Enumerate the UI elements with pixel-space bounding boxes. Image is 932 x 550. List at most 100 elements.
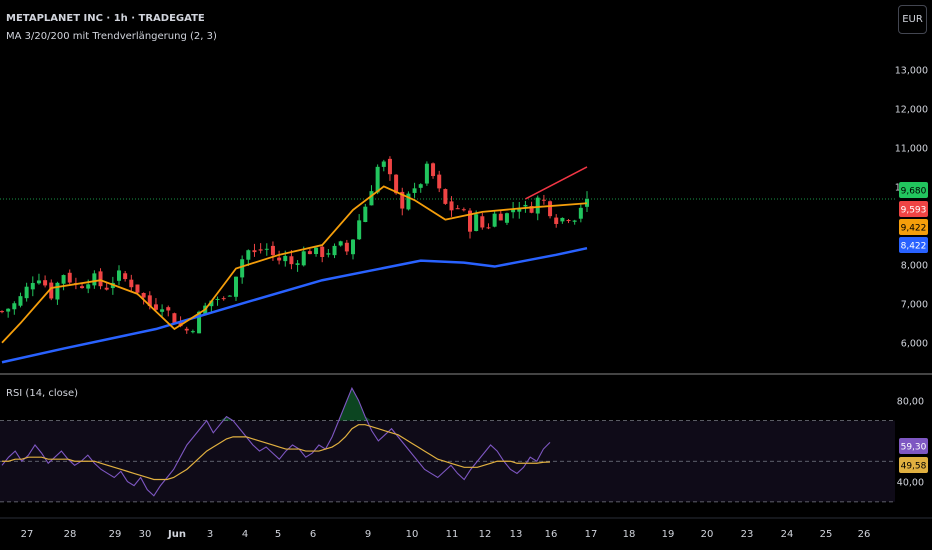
time-axis-tick: 17	[585, 529, 598, 540]
price-axis-tick: 7,000	[901, 300, 928, 311]
time-axis-tick: 16	[545, 529, 558, 540]
candle-body	[572, 220, 577, 222]
candle-body	[166, 307, 171, 311]
ma200-last-label: 8,422	[901, 242, 927, 252]
candle-body	[92, 273, 97, 286]
candle-body	[240, 259, 245, 278]
candle-body	[424, 163, 429, 184]
candle-body	[375, 166, 380, 193]
time-axis-tick: Jun	[167, 529, 186, 540]
candle-body	[117, 270, 121, 281]
candle-body	[80, 286, 85, 289]
candle-body	[535, 197, 540, 214]
candle-body	[351, 239, 355, 255]
rsi-ma-line	[2, 424, 551, 481]
ma20-last-label-bg	[899, 201, 928, 217]
candle-body	[461, 209, 466, 211]
candle-body	[123, 273, 128, 280]
price-axis-tick: 11,000	[895, 143, 928, 154]
candle-body	[246, 250, 251, 260]
candle-body	[566, 220, 571, 222]
candle-body	[49, 282, 54, 299]
candle-body	[12, 303, 17, 310]
candles-group	[0, 156, 589, 334]
candle-body	[36, 280, 41, 284]
candle-body	[277, 257, 282, 261]
time-axis-tick: 26	[858, 529, 871, 540]
time-axis-tick: 20	[701, 529, 714, 540]
candle-body	[326, 253, 331, 255]
candle-body	[369, 191, 374, 206]
candle-body	[486, 227, 491, 229]
time-axis-tick: 18	[623, 529, 636, 540]
candle-body	[541, 199, 546, 201]
symbol-title: METAPLANET INC · 1h · TRADEGATE	[6, 13, 205, 24]
candle-body	[363, 206, 368, 222]
time-axis-tick: 9	[365, 529, 371, 540]
candle-body	[523, 204, 528, 207]
candle-body	[400, 191, 405, 209]
candle-body	[283, 255, 288, 262]
time-axis-tick: 11	[446, 529, 459, 540]
time-axis-tick: 13	[510, 529, 523, 540]
candle-body	[184, 328, 189, 331]
rsi-last-label-bg	[899, 438, 928, 454]
candle-body	[418, 184, 423, 188]
candle-body	[289, 256, 294, 265]
time-axis-tick: 6	[310, 529, 316, 540]
candle-body	[578, 207, 583, 219]
candle-body	[98, 271, 103, 287]
rsi-ma-last-label: 49,58	[901, 462, 927, 472]
time-axis-tick: 23	[741, 529, 754, 540]
time-axis-tick: 28	[64, 529, 77, 540]
candle-body	[332, 245, 337, 256]
candle-body	[443, 189, 448, 204]
rsi-last-label: 59,30	[901, 443, 927, 453]
candle-body	[221, 298, 226, 300]
time-axis-tick: 29	[109, 529, 122, 540]
candle-body	[504, 213, 509, 223]
candle-body	[406, 193, 411, 210]
candle-body	[0, 311, 4, 313]
candle-body	[498, 213, 503, 221]
candle-body	[209, 300, 214, 307]
candle-body	[511, 208, 516, 213]
ma20-last-label: 9,593	[901, 206, 927, 216]
candle-body	[264, 248, 269, 250]
candle-body	[560, 217, 565, 222]
rsi-line	[1, 386, 551, 497]
candle-body	[338, 241, 343, 246]
candle-body	[412, 188, 417, 193]
candle-body	[61, 275, 66, 284]
candle-body	[227, 295, 232, 297]
indicator-legend: MA 3/20/200 mit Trendverlängerung (2, 3)	[6, 31, 217, 42]
candle-body	[215, 298, 220, 300]
candle-body	[455, 208, 460, 210]
candle-body	[153, 304, 158, 310]
rsi-ma-last-label-bg	[899, 457, 928, 473]
currency-button[interactable]: EUR	[898, 5, 927, 34]
candle-body	[55, 282, 60, 300]
time-axis-tick: 10	[406, 529, 419, 540]
trend-extension-line	[525, 166, 588, 200]
candle-body	[24, 286, 29, 299]
candle-body	[141, 292, 146, 298]
candle-body	[431, 163, 436, 177]
time-axis-tick: 4	[242, 529, 248, 540]
candle-body	[6, 308, 11, 312]
candle-body	[172, 313, 177, 325]
price-axis-tick: 8,000	[901, 261, 928, 272]
candle-body	[480, 216, 485, 228]
candle-body	[344, 242, 349, 252]
time-axis-tick: 12	[479, 529, 492, 540]
ma-last-label-bg	[899, 219, 928, 235]
candle-body	[104, 287, 109, 290]
candle-body	[160, 309, 165, 312]
candle-body	[135, 284, 140, 293]
candle-body	[147, 295, 152, 307]
ma3-last-label: 9,680	[901, 187, 927, 197]
candle-body	[30, 282, 35, 290]
time-axis-tick: 24	[781, 529, 794, 540]
candle-body	[67, 272, 72, 283]
